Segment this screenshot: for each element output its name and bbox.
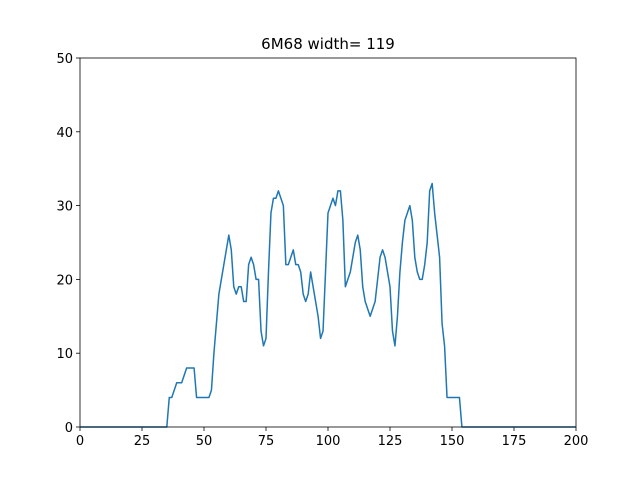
- axes-frame: [79, 57, 577, 428]
- chart-title: 6M68 width= 119: [261, 35, 395, 53]
- x-tick-label: 100: [316, 434, 341, 449]
- y-tick-label: 40: [56, 126, 73, 141]
- data-line: [80, 182, 576, 428]
- x-tick-label: 150: [440, 434, 465, 449]
- y-tick-label: 20: [56, 273, 73, 288]
- y-tick-label: 0: [65, 421, 73, 436]
- x-tick-label: 75: [258, 434, 275, 449]
- x-tick-label: 0: [76, 434, 84, 449]
- x-tick-label: 175: [502, 434, 527, 449]
- y-tick-label: 30: [56, 200, 73, 215]
- y-tick-label: 50: [56, 52, 73, 67]
- x-tick-label: 200: [564, 434, 589, 449]
- x-tick-label: 25: [134, 434, 151, 449]
- y-tick-label: 10: [56, 347, 73, 362]
- x-tick-label: 125: [378, 434, 403, 449]
- x-tick-label: 50: [196, 434, 213, 449]
